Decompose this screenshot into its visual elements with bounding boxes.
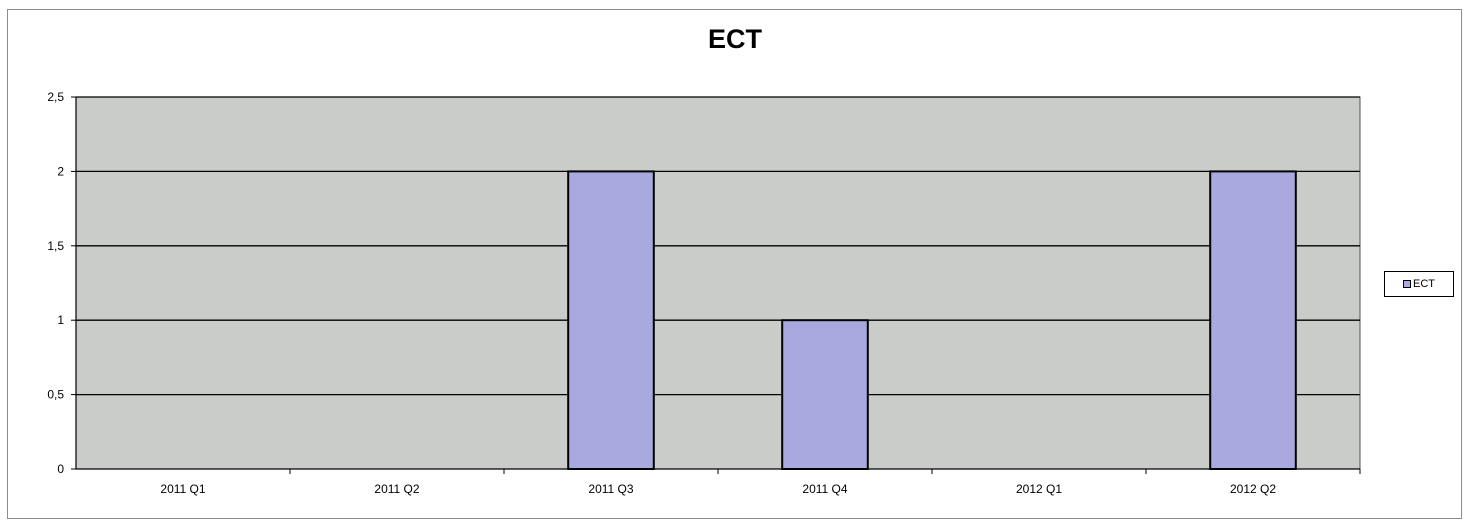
y-tick-label: 0: [57, 462, 64, 476]
bar: [1209, 170, 1297, 470]
x-tick-label: 2012 Q1: [1016, 482, 1062, 496]
chart-title: ECT: [708, 24, 762, 54]
legend-label: ECT: [1413, 278, 1435, 290]
x-tick-label: 2011 Q3: [588, 482, 633, 496]
y-tick-label: 2: [57, 164, 64, 178]
bar: [781, 319, 869, 471]
plot-area: [75, 96, 1361, 470]
legend-swatch: [1403, 280, 1411, 288]
x-tick-label: 2011 Q2: [374, 482, 419, 496]
y-tick-label: 2,5: [47, 90, 64, 104]
x-tick-label: 2011 Q1: [160, 482, 205, 496]
bar: [567, 170, 655, 470]
x-tick-label: 2012 Q2: [1230, 482, 1276, 496]
y-tick-label: 0,5: [47, 388, 64, 402]
x-tick-label: 2011 Q4: [802, 482, 847, 496]
y-tick-label: 1,5: [47, 239, 64, 253]
chart-legend: ECT: [1384, 271, 1454, 297]
y-tick-label: 1: [57, 313, 64, 327]
